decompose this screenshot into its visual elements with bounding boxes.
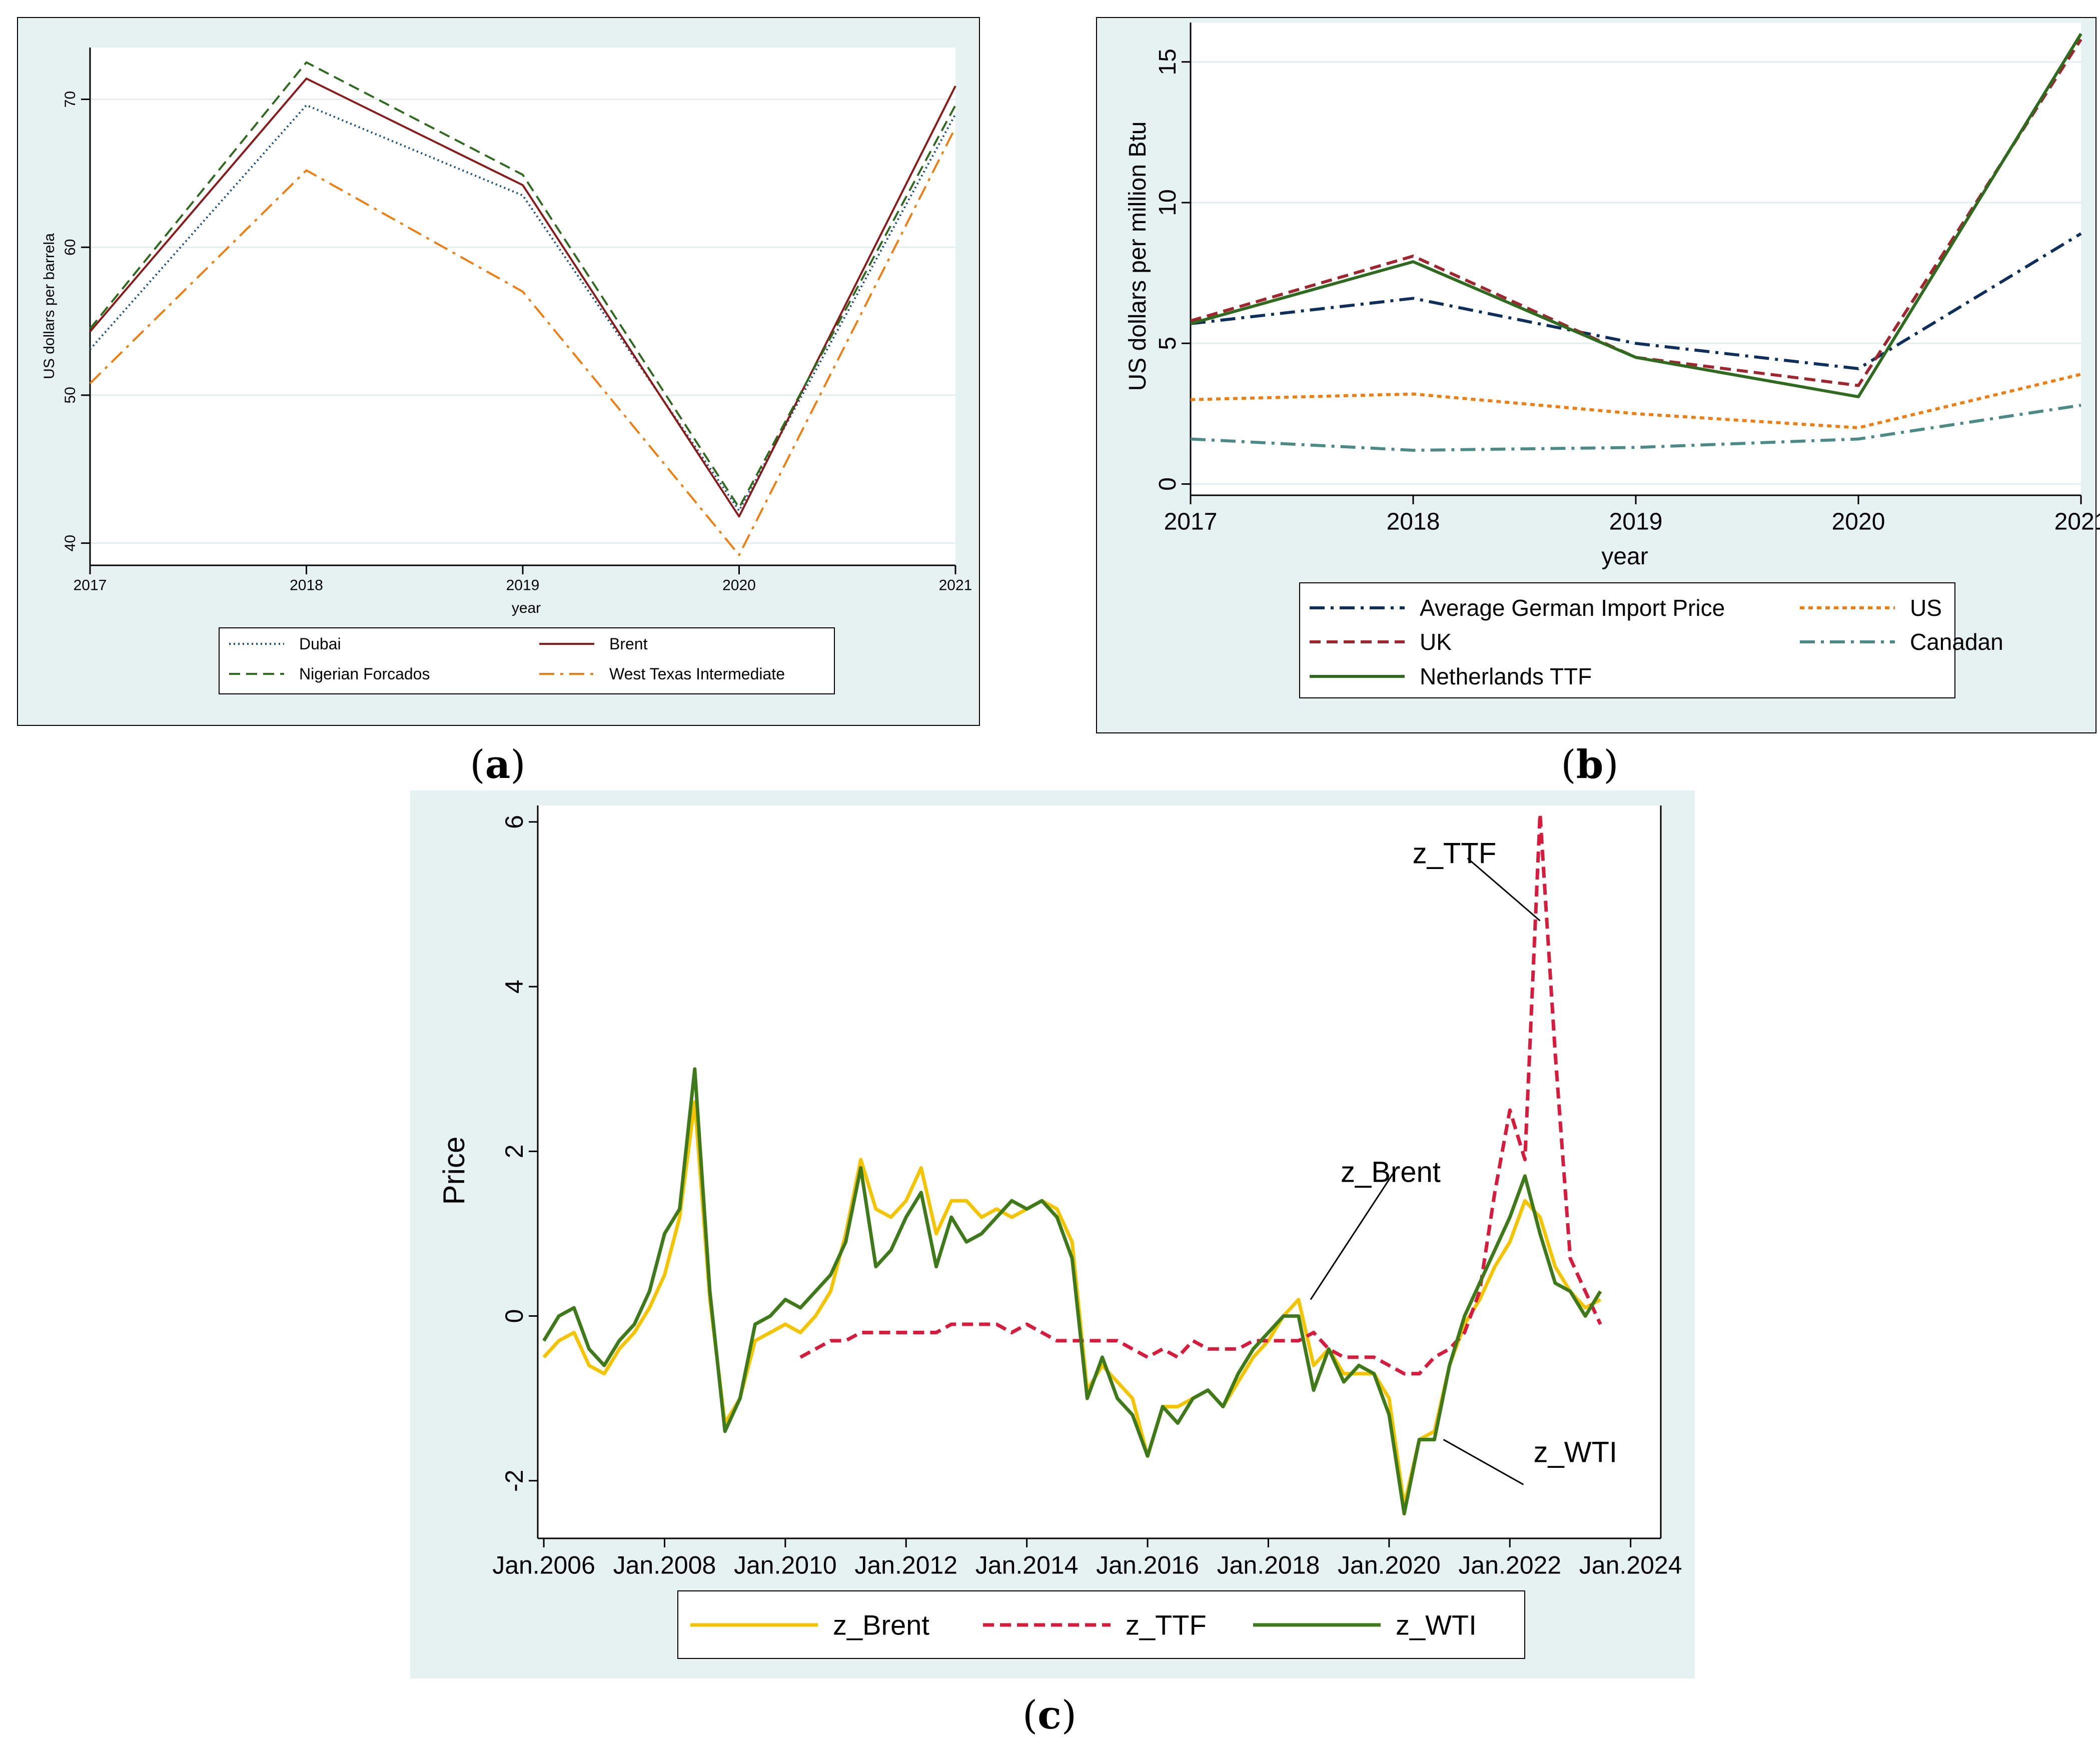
- ytick-label: 70: [62, 91, 79, 108]
- legend-label: Nigerian Forcados: [299, 665, 430, 683]
- xtick-label: 2020: [722, 577, 756, 594]
- xtick-label: Jan.2022: [1458, 1551, 1561, 1579]
- x-axis-label: year: [1601, 543, 1648, 570]
- annotation-leader: [1443, 1439, 1524, 1485]
- caption-a: (a): [470, 742, 525, 787]
- ytick-label: 15: [1155, 49, 1181, 75]
- y-axis-label: US dollars per million Btu: [1125, 122, 1151, 391]
- series-line-dubai: [89, 104, 956, 512]
- legend-box: [1299, 582, 1955, 698]
- y-axis-label: Price: [437, 1137, 471, 1205]
- caption-letter: a: [485, 742, 511, 787]
- caption-letter: c: [1037, 1692, 1062, 1738]
- xtick-label: 2017: [1164, 508, 1218, 535]
- xtick-label: Jan.2006: [492, 1551, 595, 1579]
- xtick-label: Jan.2008: [613, 1551, 716, 1579]
- caption-letter: b: [1576, 742, 1604, 787]
- xtick-label: 2021: [939, 577, 972, 594]
- series-line-nigerian-forcados: [89, 61, 956, 509]
- legend-label: Netherlands TTF: [1420, 663, 1592, 689]
- ytick-label: 6: [500, 815, 528, 829]
- legend-label: Canadan: [1910, 629, 2003, 655]
- annotation-z-brent: z_Brent: [1341, 1156, 1441, 1189]
- annotation-leader: [1467, 857, 1541, 922]
- xtick-label: 2019: [1609, 508, 1663, 535]
- chart-c-plot-area: [538, 805, 1661, 1538]
- xtick-label: Jan.2012: [854, 1551, 957, 1579]
- legend-label: z_TTF: [1126, 1609, 1207, 1641]
- legend-label: UK: [1420, 629, 1452, 655]
- series-line-us: [1190, 373, 2081, 429]
- xtick-label: 2017: [74, 577, 107, 594]
- legend-c: z_Brent z_TTF z_WTI: [677, 1590, 1525, 1659]
- xtick-label: 2018: [1387, 508, 1440, 535]
- ytick-label: 40: [62, 535, 79, 551]
- caption-open: (: [1561, 742, 1576, 787]
- legend-label: Brent: [609, 635, 648, 653]
- chart-b: 0 5 10 15 2017 2018 2019 2020 2021 year US dollars…: [1096, 17, 2100, 787]
- series-line-average-german-import-price: [1190, 232, 2082, 370]
- caption-open: (: [1022, 1693, 1037, 1738]
- xtick-label: Jan.2014: [975, 1551, 1079, 1579]
- xtick-label: Jan.2010: [734, 1551, 837, 1579]
- caption-b: (b): [1561, 742, 1618, 787]
- ytick-label: 5: [1155, 337, 1181, 350]
- y-axis-label: US dollars per barrela: [41, 233, 58, 379]
- xtick-label: Jan.2016: [1096, 1551, 1199, 1579]
- series-line-brent: [89, 78, 956, 518]
- ytick-label: 2: [500, 1144, 528, 1158]
- ytick-label: 60: [62, 239, 79, 256]
- x-axis-label: year: [512, 600, 541, 616]
- legend-label: Average German Import Price: [1420, 595, 1725, 621]
- legend-box: [219, 627, 835, 694]
- legend-a: Dubai Brent Nigerian Forcados West Texas In…: [219, 627, 835, 694]
- legend-b: Average German Import Price UK Netherlands…: [1299, 582, 2003, 698]
- chart-c: -2 0 2 4 6 Jan.2006 Jan.2008 Jan.2010 Jan.2012 Ja…: [410, 790, 1695, 1738]
- ytick-label: 4: [500, 980, 528, 994]
- ytick-label: 10: [1155, 189, 1181, 216]
- caption-close: ): [1603, 742, 1618, 787]
- annotation-leader: [1310, 1169, 1397, 1300]
- xtick-label: Jan.2020: [1338, 1551, 1441, 1579]
- xtick-label: 2019: [506, 577, 540, 594]
- legend-label: z_WTI: [1396, 1609, 1477, 1641]
- series-line-netherlands-ttf: [1190, 33, 2082, 399]
- series-line-z-ttf: [799, 812, 1602, 1376]
- ytick-label: 0: [500, 1309, 528, 1323]
- xtick-label: 2020: [1832, 508, 1885, 535]
- ytick-label: 50: [62, 387, 79, 403]
- series-line-west-texas-intermediate: [89, 127, 956, 556]
- caption-c: (c): [1022, 1692, 1077, 1738]
- chart-a-plot-area: [90, 48, 955, 565]
- ytick-label: 0: [1155, 477, 1181, 491]
- caption-close: ): [510, 742, 525, 787]
- legend-label: Dubai: [299, 635, 341, 653]
- series-line-canadan: [1190, 404, 2081, 452]
- annotation-z-wti: z_WTI: [1533, 1436, 1617, 1468]
- legend-label: West Texas Intermediate: [609, 665, 785, 683]
- series-line-z-wti: [542, 1067, 1602, 1516]
- xtick-label: Jan.2024: [1579, 1551, 1682, 1579]
- legend-label: US: [1910, 595, 1942, 621]
- caption-close: ): [1062, 1693, 1077, 1738]
- chart-b-plot-area: [1191, 23, 2081, 495]
- legend-label: z_Brent: [833, 1609, 929, 1641]
- annotation-z-ttf: z_TTF: [1413, 837, 1497, 869]
- legend-box: [677, 1590, 1525, 1659]
- caption-open: (: [470, 742, 485, 787]
- xtick-label: 2021: [2054, 508, 2100, 535]
- xtick-label: Jan.2018: [1217, 1551, 1320, 1579]
- xtick-label: 2018: [290, 577, 323, 594]
- ytick-label: -2: [500, 1470, 528, 1492]
- chart-a: 40 50 60 70 2017 2018 2019 2020 2021 year US dolla…: [17, 17, 980, 787]
